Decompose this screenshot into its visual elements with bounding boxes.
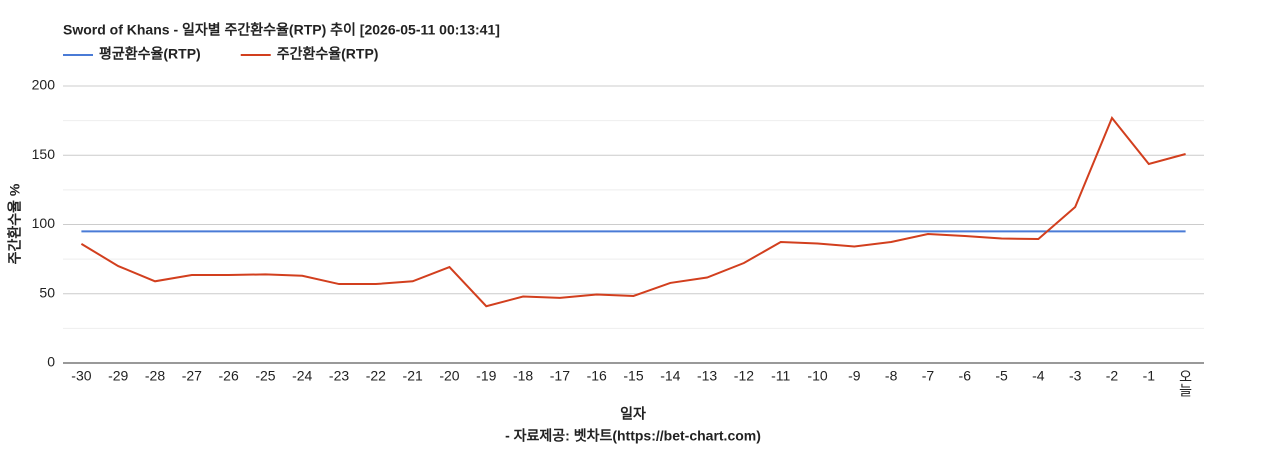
legend-label: 주간환수율(RTP) — [277, 46, 379, 62]
x-tick-label: -7 — [922, 368, 935, 384]
x-tick-label: -23 — [329, 368, 349, 384]
x-tick-label: -15 — [623, 368, 643, 384]
x-tick-label: -16 — [587, 368, 607, 384]
x-tick-label: -10 — [807, 368, 827, 384]
source-note: - 자료제공: 벳차트(https://bet-chart.com) — [505, 428, 761, 444]
x-tick-label: -11 — [771, 368, 790, 384]
y-tick-label: 200 — [32, 77, 56, 93]
x-tick-label: -24 — [292, 368, 312, 384]
y-axis-label: 주간환수율 % — [7, 183, 23, 264]
x-tick-label: -3 — [1069, 368, 1082, 384]
series-line — [80, 116, 1186, 308]
x-tick-label: -29 — [108, 368, 128, 384]
x-tick-label: -9 — [848, 368, 861, 384]
x-tick-label: -19 — [476, 368, 496, 384]
x-tick-label: -14 — [660, 368, 680, 384]
x-tick-label: 오늘 — [1178, 369, 1194, 397]
chart-title: Sword of Khans - 일자별 주간환수율(RTP) 추이 [2026… — [63, 22, 500, 38]
x-tick-label: -20 — [439, 368, 459, 384]
x-tick-label: -1 — [1143, 368, 1156, 384]
x-tick-label: -26 — [219, 368, 239, 384]
x-tick-label: -25 — [255, 368, 275, 384]
x-tick-label: -12 — [734, 368, 754, 384]
x-tick-label: -28 — [145, 368, 165, 384]
legend-label: 평균환수율(RTP) — [99, 46, 201, 62]
y-tick-label: 50 — [39, 284, 55, 300]
x-tick-label: -27 — [182, 368, 202, 384]
x-tick-label: -13 — [697, 368, 717, 384]
y-tick-label: 150 — [32, 146, 56, 162]
x-tick-label: -5 — [995, 368, 1008, 384]
x-tick-label: -2 — [1106, 368, 1119, 384]
x-tick-label: -6 — [959, 368, 972, 384]
y-tick-label: 0 — [47, 354, 55, 370]
x-axis-label: 일자 — [620, 406, 646, 422]
x-tick-label: -18 — [513, 368, 533, 384]
x-tick-label: -30 — [71, 368, 91, 384]
x-tick-label: -22 — [366, 368, 386, 384]
y-tick-label: 100 — [32, 215, 56, 231]
x-tick-label: -21 — [403, 368, 423, 384]
x-tick-label: -17 — [550, 368, 570, 384]
x-tick-label: -8 — [885, 368, 898, 384]
x-tick-label: -4 — [1032, 368, 1045, 384]
